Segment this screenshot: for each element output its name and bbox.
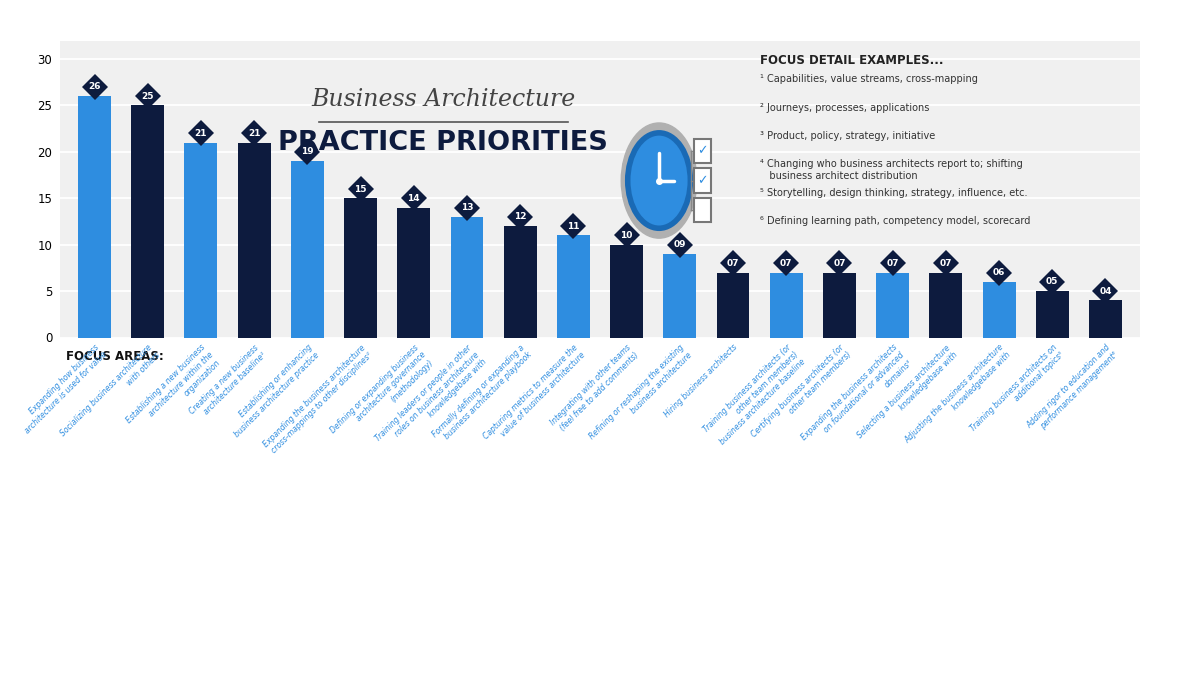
Bar: [344, 198, 377, 338]
Bar: [78, 97, 112, 338]
Bar: [290, 161, 324, 338]
Text: PRACTICE PRIORITIES: PRACTICE PRIORITIES: [278, 130, 608, 156]
Text: 07: 07: [833, 259, 846, 268]
Text: Expanding how business
architecture is used for value: Expanding how business architecture is u…: [16, 343, 108, 436]
Text: 13: 13: [461, 203, 473, 212]
Bar: [397, 208, 431, 338]
Bar: [716, 273, 750, 338]
Text: Training business architects on
additional topics⁵: Training business architects on addition…: [968, 343, 1066, 441]
Text: 21: 21: [194, 129, 208, 138]
Bar: [929, 273, 962, 338]
Text: Business Architecture: Business Architecture: [311, 88, 576, 111]
FancyBboxPatch shape: [695, 139, 710, 163]
Text: Establishing or enhancing
business architecture practice: Establishing or enhancing business archi…: [226, 343, 322, 439]
Text: ¹ Capabilities, value streams, cross-mapping: ¹ Capabilities, value streams, cross-map…: [760, 74, 978, 84]
Text: 06: 06: [992, 268, 1006, 277]
Text: Expanding the business architecture
cross-mappings to other disciplines²: Expanding the business architecture cros…: [262, 343, 374, 456]
Text: 14: 14: [408, 194, 420, 202]
Text: Capturing metrics to measure the
value of business architecture: Capturing metrics to measure the value o…: [481, 343, 587, 448]
Text: Adding rigor to education and
performance management⁶: Adding rigor to education and performanc…: [1025, 343, 1120, 437]
Text: Creating a new business
architecture baseline¹: Creating a new business architecture bas…: [188, 343, 268, 423]
Text: 07: 07: [887, 259, 899, 268]
Bar: [876, 273, 910, 338]
Text: 10: 10: [620, 231, 632, 240]
Text: . Participants provided more than one response.: . Participants provided more than one re…: [763, 10, 1014, 20]
Text: Refining or reshaping the existing
business architecture: Refining or reshaping the existing busin…: [588, 343, 694, 448]
Text: 07: 07: [940, 259, 952, 268]
Bar: [238, 142, 271, 338]
Text: FOCUS AREAS:: FOCUS AREAS:: [66, 350, 163, 362]
Text: ✓: ✓: [697, 144, 708, 157]
Bar: [769, 273, 803, 338]
Text: 26: 26: [89, 82, 101, 91]
Text: Expanding the business architects
on foundational or advanced
domains³: Expanding the business architects on fou…: [799, 343, 913, 457]
Text: Certifying business architects (or
other team members): Certifying business architects (or other…: [750, 343, 853, 446]
Text: 25: 25: [142, 92, 154, 101]
Text: ⁵ Storytelling, design thinking, strategy, influence, etc.: ⁵ Storytelling, design thinking, strateg…: [760, 188, 1027, 198]
Bar: [1088, 300, 1122, 338]
Text: ² Journeys, processes, applications: ² Journeys, processes, applications: [760, 103, 929, 113]
Text: 04: 04: [1099, 287, 1111, 296]
FancyBboxPatch shape: [695, 168, 710, 193]
Bar: [450, 217, 484, 338]
Text: 15: 15: [354, 184, 367, 194]
Bar: [131, 105, 164, 338]
Text: ✓: ✓: [697, 174, 708, 187]
Text: 07: 07: [780, 259, 792, 268]
Bar: [504, 226, 536, 338]
Bar: [185, 142, 217, 338]
Bar: [983, 282, 1015, 338]
Text: 07: 07: [727, 259, 739, 268]
Text: 12: 12: [514, 213, 527, 221]
Bar: [823, 273, 856, 338]
Text: *Results based on a sampling of: *Results based on a sampling of: [432, 10, 604, 20]
Text: ⁶ Defining learning path, competency model, scorecard: ⁶ Defining learning path, competency mod…: [760, 216, 1031, 226]
Text: 46 participants: 46 participants: [658, 10, 748, 20]
Bar: [557, 236, 590, 338]
Text: 19: 19: [301, 147, 313, 157]
Bar: [664, 254, 696, 338]
Text: Integrating with other teams
(feel free to add comments): Integrating with other teams (feel free …: [548, 343, 641, 434]
Text: Training leaders or people in other
roles on business architecture
knowledgebase: Training leaders or people in other role…: [373, 343, 488, 457]
Text: Training business architects (or
other team members)
business architecture basel: Training business architects (or other t…: [701, 343, 808, 449]
Text: 09: 09: [673, 240, 686, 249]
Bar: [1036, 291, 1069, 338]
Circle shape: [628, 133, 690, 228]
Text: Defining or expanding business
architecture governance
(methodology): Defining or expanding business architect…: [329, 343, 434, 450]
Bar: [610, 245, 643, 338]
Text: FOCUS DETAIL EXAMPLES...: FOCUS DETAIL EXAMPLES...: [760, 54, 943, 67]
FancyBboxPatch shape: [695, 198, 710, 222]
Circle shape: [622, 123, 697, 238]
Text: Hiring business architects: Hiring business architects: [662, 343, 739, 419]
Text: Selecting a business architecture
knowledgebase with: Selecting a business architecture knowle…: [856, 343, 960, 447]
Text: ⁴ Changing who business architects report to; shifting
   business architect dis: ⁴ Changing who business architects repor…: [760, 159, 1022, 181]
Text: ³ Product, policy, strategy, initiative: ³ Product, policy, strategy, initiative: [760, 131, 935, 141]
Text: Establishing a new business
architecture within the
organization: Establishing a new business architecture…: [125, 343, 222, 440]
Text: 05: 05: [1046, 277, 1058, 286]
Text: Formally defining or expanding a
business architecture playbook: Formally defining or expanding a busines…: [431, 343, 534, 446]
Text: Adjusting the business architecture
knowledgebase with: Adjusting the business architecture know…: [902, 343, 1013, 453]
Text: Socializing business architecture
with others: Socializing business architecture with o…: [59, 343, 162, 446]
Text: 21: 21: [248, 129, 260, 138]
Text: 11: 11: [568, 221, 580, 231]
